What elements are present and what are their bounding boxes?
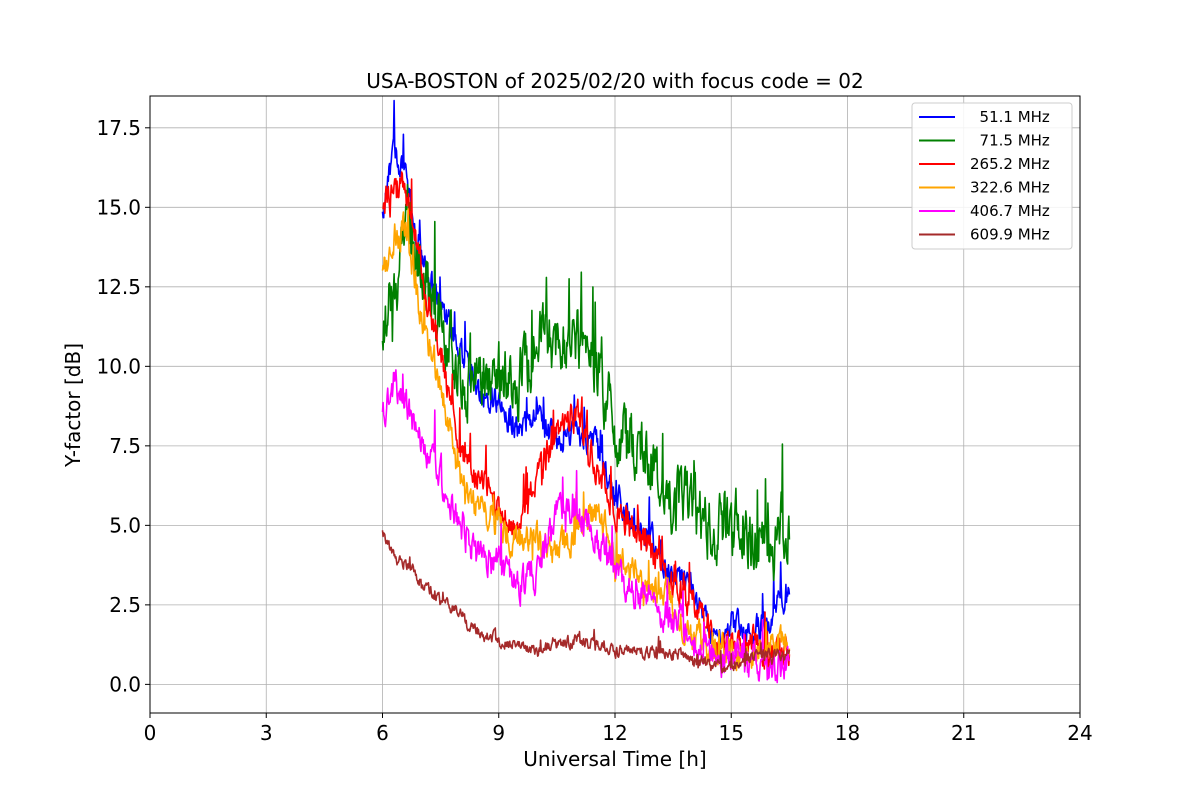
series-line-4 [381, 369, 791, 684]
chart-title: USA-BOSTON of 2025/02/20 with focus code… [366, 69, 863, 93]
series-line-1 [381, 183, 791, 582]
x-tick-label: 0 [144, 721, 157, 745]
x-tick-label: 6 [376, 721, 389, 745]
y-tick-label: 12.5 [96, 275, 141, 299]
x-tick-label: 9 [492, 721, 505, 745]
y-tick-label: 5.0 [109, 513, 141, 537]
legend-label: 265.2 MHz [970, 155, 1050, 173]
legend-label: 322.6 MHz [970, 179, 1050, 197]
x-tick-label: 12 [602, 721, 627, 745]
x-tick-label: 15 [719, 721, 744, 745]
y-tick-label: 17.5 [96, 116, 141, 140]
ticks: 0 3 6 9 12 15 18 21 24 0.0 2.5 5.0 7.5 10.0 12.5 15.0 17… [96, 116, 1092, 745]
legend-label: 609.9 MHz [970, 226, 1050, 244]
x-tick-label: 21 [951, 721, 976, 745]
x-axis-label: Universal Time [h] [523, 747, 706, 771]
legend: 51.1 MHz 71.5 MHz 265.2 MHz 322.6 MHz 406.7… [911, 102, 1073, 250]
series-line-3 [381, 208, 791, 672]
x-tick-label: 18 [835, 721, 860, 745]
x-tick-label: 3 [260, 721, 273, 745]
legend-label: 406.7 MHz [970, 202, 1050, 220]
y-tick-label: 15.0 [96, 195, 141, 219]
series-line-5 [381, 530, 791, 674]
legend-label: 71.5 MHz [970, 132, 1050, 150]
y-tick-label: 0.0 [109, 672, 141, 696]
y-axis-label: Y-factor [dB] [61, 343, 85, 468]
series-layer [381, 99, 791, 684]
y-tick-label: 2.5 [109, 593, 141, 617]
y-tick-label: 10.0 [96, 354, 141, 378]
legend-label: 51.1 MHz [970, 108, 1050, 126]
x-tick-label: 24 [1067, 721, 1092, 745]
y-tick-label: 7.5 [109, 434, 141, 458]
